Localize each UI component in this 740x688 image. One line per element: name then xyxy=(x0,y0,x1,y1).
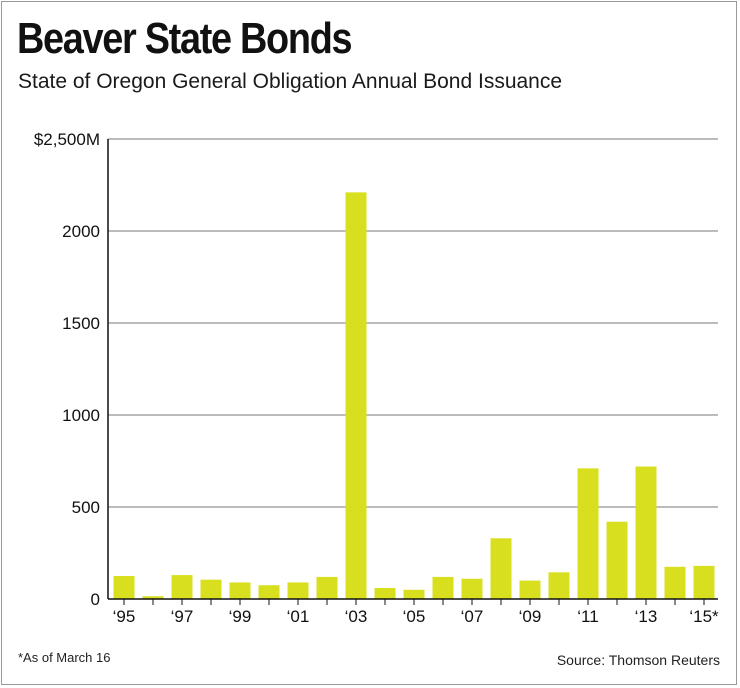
bar-2010 xyxy=(548,572,570,599)
axes xyxy=(107,139,718,600)
x-tick-label: ‘09 xyxy=(519,607,542,626)
footnote: *As of March 16 xyxy=(18,650,111,665)
y-tick-label: 2000 xyxy=(62,222,100,241)
x-tick-label: ‘97 xyxy=(171,607,194,626)
y-axis-ticks: 0 500 1000 1500 2000 $2,500M xyxy=(34,130,100,609)
bar-2004 xyxy=(374,587,396,599)
bar-2005 xyxy=(403,589,425,599)
x-tick-label: ‘05 xyxy=(403,607,426,626)
bar-1995 xyxy=(113,576,135,599)
y-tick-label: 0 xyxy=(91,590,100,609)
bar-2014 xyxy=(664,566,686,599)
chart-subtitle: State of Oregon General Obligation Annua… xyxy=(18,70,563,93)
bar-2002 xyxy=(316,576,338,599)
bar-2009 xyxy=(519,580,541,599)
bar-2012 xyxy=(606,521,628,599)
x-tick-label: ‘11 xyxy=(577,607,598,626)
source-credit: Source: Thomson Reuters xyxy=(556,652,720,668)
y-tick-label: 1000 xyxy=(62,406,100,425)
x-axis-ticks: ‘95 ‘97 ‘99 ‘01 ‘03 ‘05 ‘07 ‘09 ‘11 ‘13 ‘15* xyxy=(113,599,719,626)
bar-1998 xyxy=(200,579,222,599)
bar-2000 xyxy=(258,585,280,599)
y-tick-label: 500 xyxy=(72,498,100,517)
x-tick-label: ‘15* xyxy=(689,607,719,626)
y-tick-label: 1500 xyxy=(62,314,100,333)
x-tick-label: ‘13 xyxy=(635,607,658,626)
chart-title: Beaver State Bonds xyxy=(17,14,353,63)
bar-2015 xyxy=(693,565,715,599)
x-tick-label: ‘95 xyxy=(113,607,136,626)
bar-1997 xyxy=(171,575,193,599)
x-tick-label: ‘01 xyxy=(287,607,310,626)
bar-2011 xyxy=(577,468,599,599)
bar-2008 xyxy=(490,538,512,599)
y-tick-label: $2,500M xyxy=(34,130,100,149)
x-tick-label: ‘07 xyxy=(461,607,484,626)
bar-2013 xyxy=(635,466,657,599)
x-tick-label: ‘99 xyxy=(229,607,252,626)
bar-1996 xyxy=(142,596,164,599)
bar-2006 xyxy=(432,576,454,599)
bar-2007 xyxy=(461,578,483,599)
bar-2003 xyxy=(345,192,367,600)
x-tick-label: ‘03 xyxy=(345,607,368,626)
bar-1999 xyxy=(229,582,251,599)
bars xyxy=(113,192,715,600)
bar-2001 xyxy=(287,582,309,599)
gridlines xyxy=(108,138,718,508)
